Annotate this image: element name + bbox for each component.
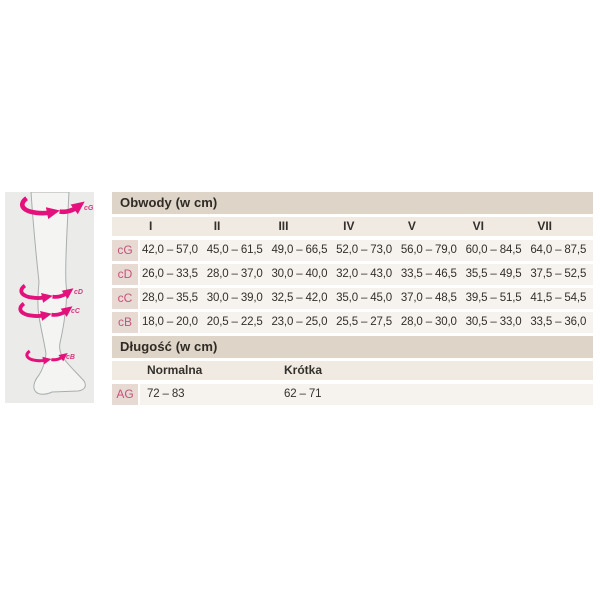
size-range-cell: 30,0 – 39,0: [204, 288, 270, 309]
size-range-cell: 49,0 – 66,5: [269, 240, 335, 261]
row-label: cC: [112, 288, 138, 309]
size-range-cell: 30,0 – 40,0: [269, 264, 335, 285]
size-range-cell: 39,5 – 51,5: [463, 288, 529, 309]
marker-label-cD: cD: [74, 289, 83, 296]
column-header: Normalna: [147, 363, 203, 377]
column-header: VI: [472, 219, 484, 233]
size-range-cell: 26,0 – 33,5: [140, 264, 205, 285]
length-column-headers: Normalna Krótka: [112, 361, 593, 380]
circumference-table-title: Obwody (w cm): [112, 192, 593, 214]
measure-ring-cC: [18, 301, 73, 321]
column-header: Krótka: [284, 363, 323, 377]
row-label: cB: [112, 312, 138, 333]
size-range-cell: 30,5 – 33,0: [463, 312, 529, 333]
size-range-cell: 37,0 – 48,5: [398, 288, 464, 309]
size-range-cell: 28,0 – 37,0: [204, 264, 270, 285]
measure-ring-cG: [20, 196, 85, 220]
size-range-cell: 64,0 – 87,5: [528, 240, 594, 261]
size-range-cell: 45,0 – 61,5: [204, 240, 270, 261]
size-range-cell: 20,5 – 22,5: [204, 312, 270, 333]
length-table-title: Długość (w cm): [112, 336, 593, 358]
size-range-cell: 28,0 – 30,0: [398, 312, 464, 333]
leg-measurement-diagram: cG cD cC cB: [5, 192, 94, 403]
column-header: VII: [537, 219, 552, 233]
size-range-cell: 41,5 – 54,5: [528, 288, 594, 309]
size-range-cell: 35,5 – 49,5: [463, 264, 529, 285]
table-row: cG 42,0 – 57,0 45,0 – 61,5 49,0 – 66,5 52,0 …: [112, 240, 594, 261]
column-header: I: [149, 219, 153, 233]
size-range-cell: 35,0 – 45,0: [334, 288, 399, 309]
circumference-table: Obwody (w cm) I II III IV V VI VII cG 42,0 – 57…: [112, 192, 594, 333]
row-label-spacer: [112, 361, 140, 380]
size-range-cell: 62 – 71: [277, 384, 593, 405]
row-label: AG: [112, 384, 138, 405]
size-tables: Obwody (w cm) I II III IV V VI VII cG 42,0 – 57…: [112, 192, 594, 408]
measure-ring-cB: [25, 349, 68, 365]
size-range-cell: 33,5 – 46,5: [398, 264, 464, 285]
column-header: III: [278, 219, 289, 233]
size-range-cell: 32,0 – 43,0: [334, 264, 399, 285]
marker-label-cB: cB: [66, 354, 75, 361]
table-row: AG 72 – 83 62 – 71: [112, 384, 593, 405]
measure-ring-cD: [19, 283, 74, 303]
marker-label-cG: cG: [84, 205, 94, 212]
size-range-cell: 52,0 – 73,0: [334, 240, 399, 261]
size-range-cell: 56,0 – 79,0: [398, 240, 464, 261]
row-label-spacer: [112, 217, 140, 236]
size-range-cell: 42,0 – 57,0: [140, 240, 205, 261]
size-range-cell: 23,0 – 25,0: [269, 312, 335, 333]
leg-illustration: cG cD cC cB: [18, 192, 94, 395]
size-range-cell: 32,5 – 42,0: [269, 288, 335, 309]
marker-label-cC: cC: [71, 308, 81, 315]
table-row: cB 18,0 – 20,0 20,5 – 22,5 23,0 – 25,0 25,5 …: [112, 312, 594, 333]
row-label: cD: [112, 264, 138, 285]
column-header: II: [213, 219, 221, 233]
row-label: cG: [112, 240, 138, 261]
size-range-cell: 28,0 – 35,5: [140, 288, 205, 309]
circumference-column-headers: I II III IV V VI VII: [112, 217, 593, 236]
column-header: V: [407, 219, 416, 233]
size-range-cell: 60,0 – 84,5: [463, 240, 529, 261]
table-row: cC 28,0 – 35,5 30,0 – 39,0 32,5 – 42,0 35,0 …: [112, 288, 594, 309]
column-header: IV: [343, 219, 355, 233]
length-table: Długość (w cm) Normalna Krótka AG 72 – 83 6…: [112, 336, 593, 405]
length-rows: AG 72 – 83 62 – 71: [112, 384, 593, 405]
size-range-cell: 72 – 83: [140, 384, 277, 405]
size-range-cell: 33,5 – 36,0: [528, 312, 594, 333]
table-row: cD 26,0 – 33,5 28,0 – 37,0 30,0 – 40,0 32,0 …: [112, 264, 594, 285]
size-range-cell: 25,5 – 27,5: [334, 312, 399, 333]
size-range-cell: 37,5 – 52,5: [528, 264, 594, 285]
circumference-rows: cG 42,0 – 57,0 45,0 – 61,5 49,0 – 66,5 52,0 …: [112, 240, 594, 333]
size-range-cell: 18,0 – 20,0: [140, 312, 205, 333]
